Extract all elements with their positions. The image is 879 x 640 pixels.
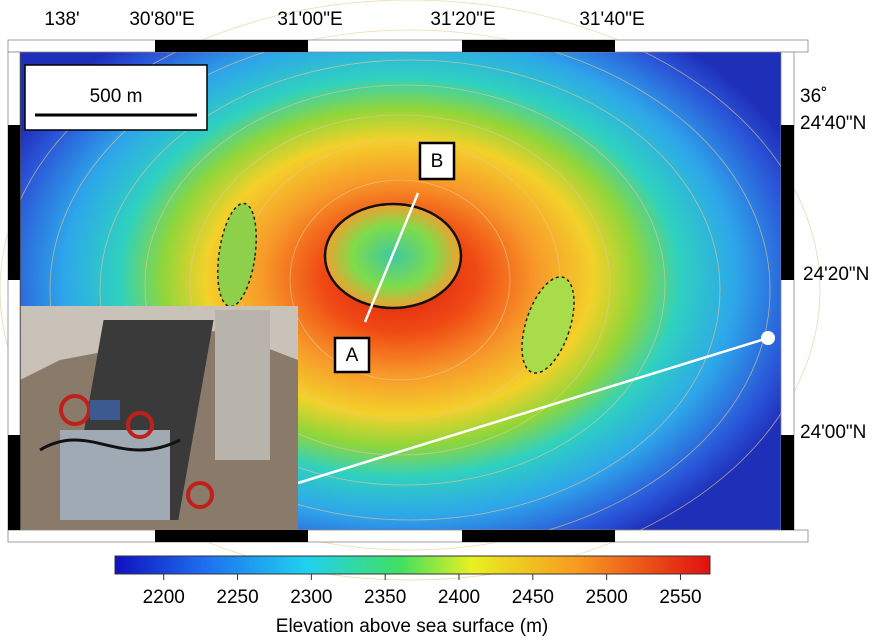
longitude-label: 138' xyxy=(44,9,79,30)
colorbar-tick-label: 2400 xyxy=(438,587,480,608)
marker-label: B xyxy=(431,151,444,172)
marker-a: A xyxy=(335,338,369,372)
latitude-label: 24'00"N xyxy=(800,422,866,443)
colorbar-tick-label: 2350 xyxy=(364,587,406,608)
marker-label: A xyxy=(346,345,359,366)
scale-label: 500 m xyxy=(90,86,143,107)
colorbar-tick-label: 2250 xyxy=(216,587,258,608)
colorbar-tick-label: 2550 xyxy=(659,587,701,608)
marker-b: B xyxy=(420,143,454,179)
longitude-label: 30'80"E xyxy=(129,9,194,30)
colorbar-tick-label: 2200 xyxy=(143,587,185,608)
colorbar: Elevation above sea surface (m) 2200 2250… xyxy=(115,556,710,637)
longitude-label: 31'20"E xyxy=(430,9,495,30)
longitude-label: 31'40"E xyxy=(579,9,644,30)
latitude-label: 36˚ xyxy=(800,86,827,107)
inset-photo xyxy=(20,306,298,530)
colorbar-title: Elevation above sea surface (m) xyxy=(276,616,548,637)
latitude-label: 24'20"N xyxy=(803,264,869,285)
longitude-label: 31'00"E xyxy=(277,9,342,30)
colorbar-ramp xyxy=(115,556,710,574)
colorbar-tick-label: 2300 xyxy=(290,587,332,608)
map-figure: 500 m A B 138' 30'80"E 31'00"E 31'20"E 3… xyxy=(0,0,879,640)
scale-bar: 500 m xyxy=(25,65,207,130)
map-area: 500 m A B xyxy=(0,0,820,580)
latitude-label: 24'40"N xyxy=(800,113,866,134)
colorbar-tick-label: 2500 xyxy=(586,587,628,608)
station-point xyxy=(761,331,775,345)
colorbar-tick-label: 2450 xyxy=(512,587,554,608)
